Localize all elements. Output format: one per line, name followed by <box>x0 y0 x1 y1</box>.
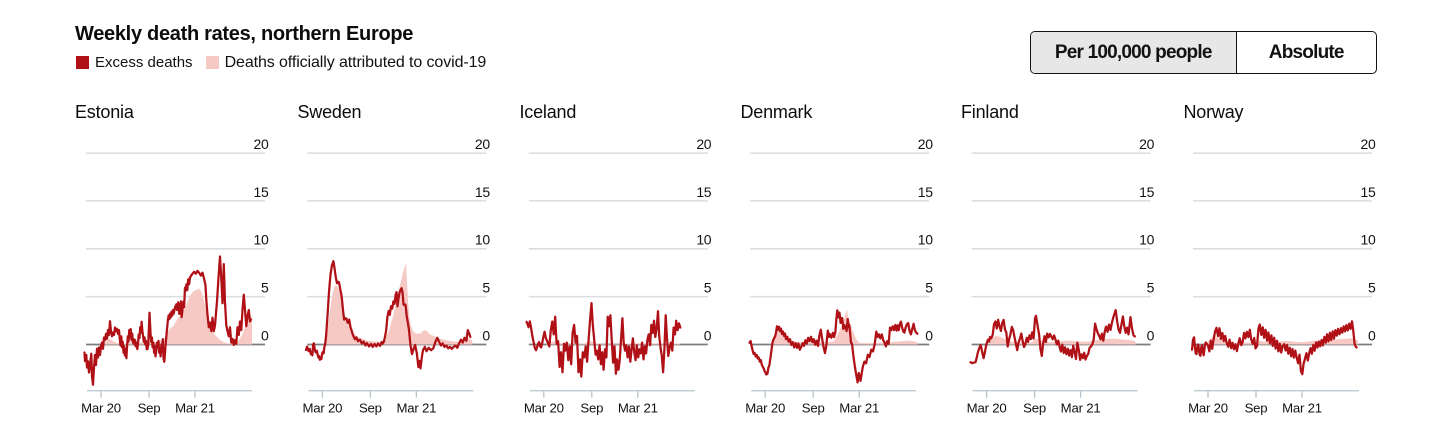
svg-text:5: 5 <box>925 279 933 295</box>
svg-text:0: 0 <box>482 327 490 343</box>
svg-text:10: 10 <box>254 232 269 248</box>
svg-text:10: 10 <box>475 232 490 248</box>
svg-text:Sep: Sep <box>1245 401 1268 416</box>
svg-text:10: 10 <box>1139 232 1154 248</box>
svg-text:Iceland: Iceland <box>520 102 577 122</box>
svg-text:Mar 20: Mar 20 <box>81 401 121 416</box>
svg-text:Mar 21: Mar 21 <box>396 401 436 416</box>
svg-text:0: 0 <box>1147 327 1155 343</box>
svg-text:0: 0 <box>925 327 933 343</box>
svg-text:20: 20 <box>1361 136 1376 152</box>
svg-text:Mar 20: Mar 20 <box>745 401 785 416</box>
svg-text:15: 15 <box>1361 184 1376 200</box>
svg-text:Finland: Finland <box>961 102 1019 122</box>
svg-text:5: 5 <box>704 279 712 295</box>
svg-text:Mar 20: Mar 20 <box>302 401 342 416</box>
svg-text:15: 15 <box>918 184 933 200</box>
svg-text:5: 5 <box>1147 279 1155 295</box>
svg-text:15: 15 <box>1139 184 1154 200</box>
svg-text:0: 0 <box>704 327 712 343</box>
svg-text:15: 15 <box>696 184 711 200</box>
svg-text:Denmark: Denmark <box>741 102 814 122</box>
svg-text:Sweden: Sweden <box>298 102 362 122</box>
svg-text:Sep: Sep <box>138 401 161 416</box>
svg-text:0: 0 <box>1368 327 1376 343</box>
svg-text:Norway: Norway <box>1184 102 1244 122</box>
svg-text:20: 20 <box>475 136 490 152</box>
svg-text:15: 15 <box>254 184 269 200</box>
svg-text:10: 10 <box>696 232 711 248</box>
svg-text:5: 5 <box>261 279 269 295</box>
svg-text:Sep: Sep <box>1023 401 1046 416</box>
svg-text:Mar 21: Mar 21 <box>839 401 879 416</box>
svg-text:20: 20 <box>696 136 711 152</box>
svg-text:Mar 21: Mar 21 <box>1061 401 1101 416</box>
svg-text:10: 10 <box>1361 232 1376 248</box>
svg-text:Mar 21: Mar 21 <box>618 401 658 416</box>
svg-text:Estonia: Estonia <box>75 102 135 122</box>
svg-text:20: 20 <box>918 136 933 152</box>
svg-text:Sep: Sep <box>580 401 603 416</box>
svg-text:Mar 20: Mar 20 <box>524 401 564 416</box>
svg-text:Mar 21: Mar 21 <box>175 401 215 416</box>
svg-text:15: 15 <box>475 184 490 200</box>
svg-text:20: 20 <box>254 136 269 152</box>
svg-text:5: 5 <box>1368 279 1376 295</box>
svg-text:0: 0 <box>261 327 269 343</box>
svg-text:20: 20 <box>1139 136 1154 152</box>
svg-text:Sep: Sep <box>802 401 825 416</box>
svg-text:5: 5 <box>482 279 490 295</box>
svg-text:Sep: Sep <box>359 401 382 416</box>
svg-text:Mar 21: Mar 21 <box>1282 401 1322 416</box>
svg-text:Mar 20: Mar 20 <box>1188 401 1228 416</box>
svg-text:Mar 20: Mar 20 <box>967 401 1007 416</box>
svg-text:10: 10 <box>918 232 933 248</box>
